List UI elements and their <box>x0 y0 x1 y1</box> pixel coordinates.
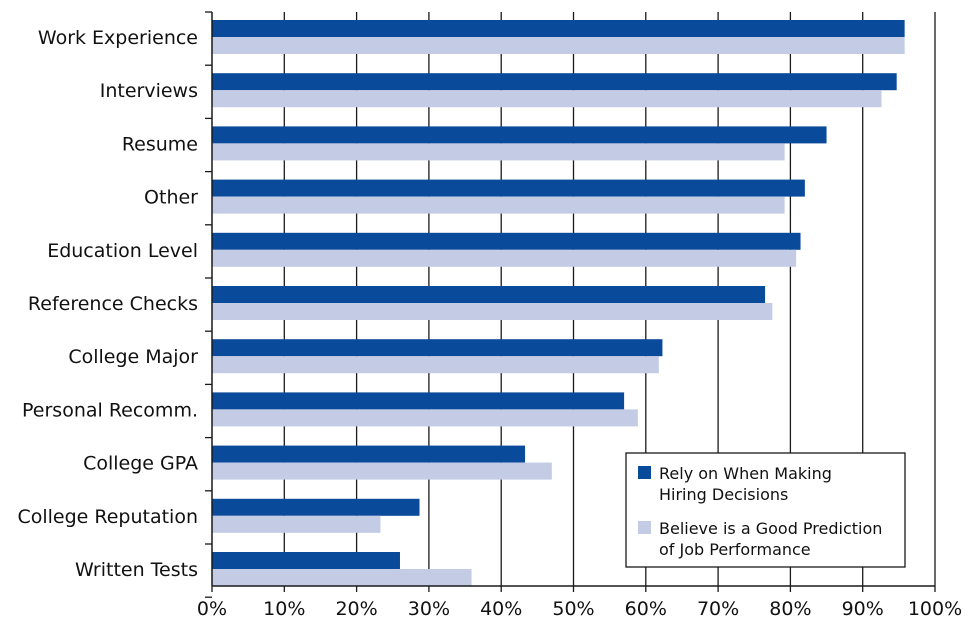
bar-rely <box>212 179 805 197</box>
bar-believe <box>212 515 381 533</box>
bar-rely <box>212 445 526 463</box>
legend-box <box>625 452 906 568</box>
category-label: College GPA <box>83 453 198 475</box>
x-tick-label: 80% <box>769 598 811 620</box>
category-label: Written Tests <box>75 559 198 581</box>
category-label: Personal Recomm. <box>22 399 198 421</box>
legend-label: Believe is a Good Prediction <box>659 519 882 538</box>
bar-rely <box>212 392 625 410</box>
x-tick-label: 30% <box>408 598 450 620</box>
bar-rely <box>212 552 400 569</box>
category-label: College Major <box>68 346 198 368</box>
category-label: Interviews <box>100 80 198 102</box>
category-label: Education Level <box>47 240 198 262</box>
category-label: Reference Checks <box>28 293 198 315</box>
x-tick-label: 90% <box>842 598 884 620</box>
x-tick-label: 100% <box>908 598 962 620</box>
category-label: Work Experience <box>38 27 198 49</box>
x-tick-label: 60% <box>625 598 667 620</box>
bar-believe <box>212 462 552 480</box>
bar-rely <box>212 286 766 303</box>
bar-believe <box>212 90 882 108</box>
bar-rely <box>212 232 801 250</box>
bar-rely <box>212 339 663 357</box>
bar-believe <box>212 249 797 267</box>
x-tick-label: 0% <box>197 598 227 620</box>
x-tick-label: 20% <box>335 598 377 620</box>
legend-label: Rely on When Making <box>659 464 832 483</box>
bar-believe <box>212 569 472 586</box>
x-tick-label: 40% <box>480 598 522 620</box>
bar-rely <box>212 20 905 37</box>
legend-swatch <box>638 466 651 479</box>
category-label: Other <box>144 187 198 209</box>
x-tick-label: 70% <box>697 598 739 620</box>
legend-label: of Job Performance <box>659 540 811 559</box>
x-tick-label: 10% <box>263 598 305 620</box>
bar-believe <box>212 37 905 54</box>
category-label: Resume <box>122 133 198 155</box>
bar-rely <box>212 73 897 91</box>
bar-believe <box>212 143 785 161</box>
bar-believe <box>212 303 773 320</box>
legend-swatch <box>638 521 651 534</box>
legend-label: Hiring Decisions <box>659 485 788 504</box>
category-label: College Reputation <box>17 506 198 528</box>
bar-rely <box>212 126 827 144</box>
bar-rely <box>212 498 420 516</box>
bar-believe <box>212 356 659 374</box>
bar-believe <box>212 196 785 214</box>
bar-believe <box>212 409 638 427</box>
x-tick-label: 50% <box>552 598 594 620</box>
